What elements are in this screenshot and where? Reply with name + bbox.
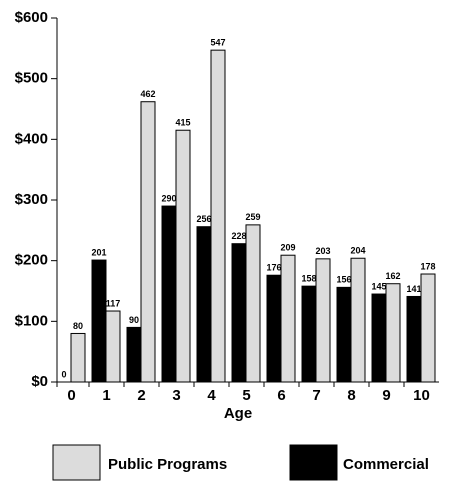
x-axis-label: Age xyxy=(224,405,252,422)
legend-swatch xyxy=(52,444,101,481)
value-label: 158 xyxy=(301,274,316,284)
y-tick-label: $400 xyxy=(15,130,48,147)
y-tick-label: $300 xyxy=(15,191,48,208)
bar xyxy=(105,310,121,383)
value-label: 90 xyxy=(129,315,139,325)
x-tick-label: 6 xyxy=(277,387,285,404)
value-label: 162 xyxy=(385,271,400,281)
bar xyxy=(70,332,86,383)
bar xyxy=(245,224,261,383)
value-label: 117 xyxy=(106,298,121,308)
value-label: 415 xyxy=(175,118,190,128)
value-label: 462 xyxy=(140,89,155,99)
bar xyxy=(280,254,296,383)
bar xyxy=(161,205,177,383)
value-label: 203 xyxy=(315,246,330,256)
value-label: 547 xyxy=(210,38,225,48)
value-label: 259 xyxy=(245,212,260,222)
bar xyxy=(126,326,142,383)
x-tick-label: 1 xyxy=(102,387,110,404)
legend-label: Public Programs xyxy=(108,456,227,473)
x-tick-label: 3 xyxy=(172,387,180,404)
value-label: 156 xyxy=(336,275,351,285)
bar xyxy=(350,257,366,383)
x-tick-label: 0 xyxy=(67,387,75,404)
y-tick-label: $500 xyxy=(15,70,48,87)
value-label: 0 xyxy=(61,369,66,379)
value-label: 209 xyxy=(280,243,295,253)
x-tick-label: 8 xyxy=(347,387,355,404)
y-tick-label: $600 xyxy=(15,9,48,26)
value-label: 80 xyxy=(73,321,83,331)
y-tick-label: $0 xyxy=(31,373,48,390)
bar xyxy=(140,101,156,383)
value-label: 228 xyxy=(231,231,246,241)
value-label: 141 xyxy=(406,284,421,294)
value-label: 290 xyxy=(161,193,176,203)
bar xyxy=(336,286,352,383)
bar xyxy=(175,129,191,383)
x-tick-label: 7 xyxy=(312,387,320,404)
value-label: 201 xyxy=(91,247,106,257)
bar xyxy=(91,259,107,383)
bar xyxy=(196,226,212,383)
bar xyxy=(371,293,387,383)
x-tick-label: 2 xyxy=(137,387,145,404)
y-tick-label: $200 xyxy=(15,252,48,269)
bar xyxy=(210,49,226,383)
y-tick-label: $100 xyxy=(15,312,48,329)
bar xyxy=(301,285,317,383)
bar xyxy=(315,258,331,383)
bar xyxy=(420,273,436,383)
x-tick-label: 4 xyxy=(207,387,216,404)
legend-swatch xyxy=(289,444,338,481)
legend-label: Commercial xyxy=(343,456,429,473)
value-label: 178 xyxy=(420,261,435,271)
value-label: 176 xyxy=(266,263,281,273)
value-label: 256 xyxy=(196,214,211,224)
x-tick-label: 5 xyxy=(242,387,250,404)
bar xyxy=(266,274,282,383)
value-label: 204 xyxy=(350,246,365,256)
bar xyxy=(406,295,422,383)
bar xyxy=(231,243,247,383)
value-label: 145 xyxy=(371,281,386,291)
x-tick-label: 9 xyxy=(382,387,390,404)
bar xyxy=(385,283,401,383)
x-tick-label: 10 xyxy=(413,387,430,404)
